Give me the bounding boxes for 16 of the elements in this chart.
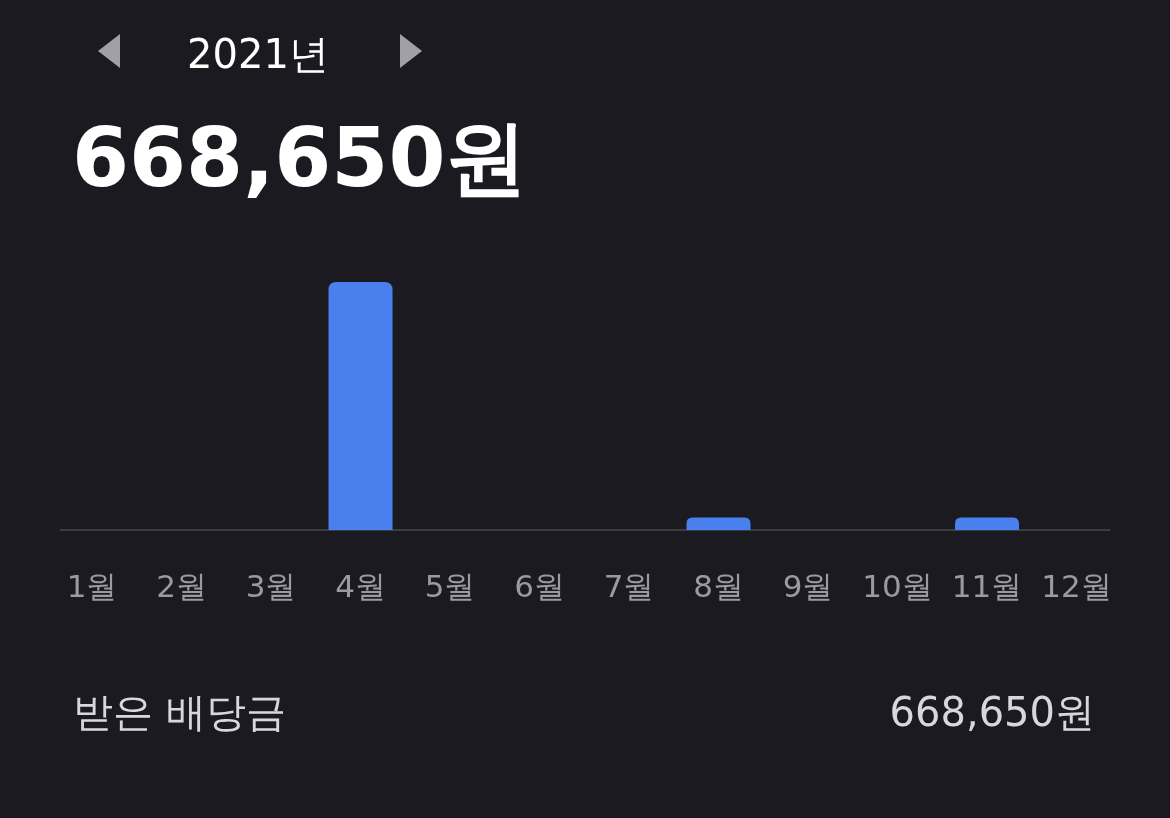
x-tick-label: 5월: [424, 568, 476, 604]
x-tick-label: 10월: [862, 568, 933, 604]
x-tick-label: 6월: [514, 568, 565, 604]
chart-subtitle: 668,650원: [72, 110, 528, 205]
x-tick-label: 11월: [951, 568, 1023, 604]
x-tick-label: 2월: [156, 568, 207, 604]
x-tick-label: 3월: [245, 568, 297, 604]
x-tick-label: 9월: [782, 568, 834, 604]
x-tick-label: 7월: [603, 568, 655, 604]
x-tick-label: 1월: [66, 568, 118, 604]
x-tick-label: 4월: [335, 568, 386, 604]
x-tick-label: 12월: [1041, 568, 1112, 604]
x-tick-label: 8월: [693, 568, 744, 604]
text: 668,650원: [889, 689, 1095, 735]
chart-title: 2021년: [187, 31, 329, 77]
text: 받은 배당금: [73, 689, 286, 735]
